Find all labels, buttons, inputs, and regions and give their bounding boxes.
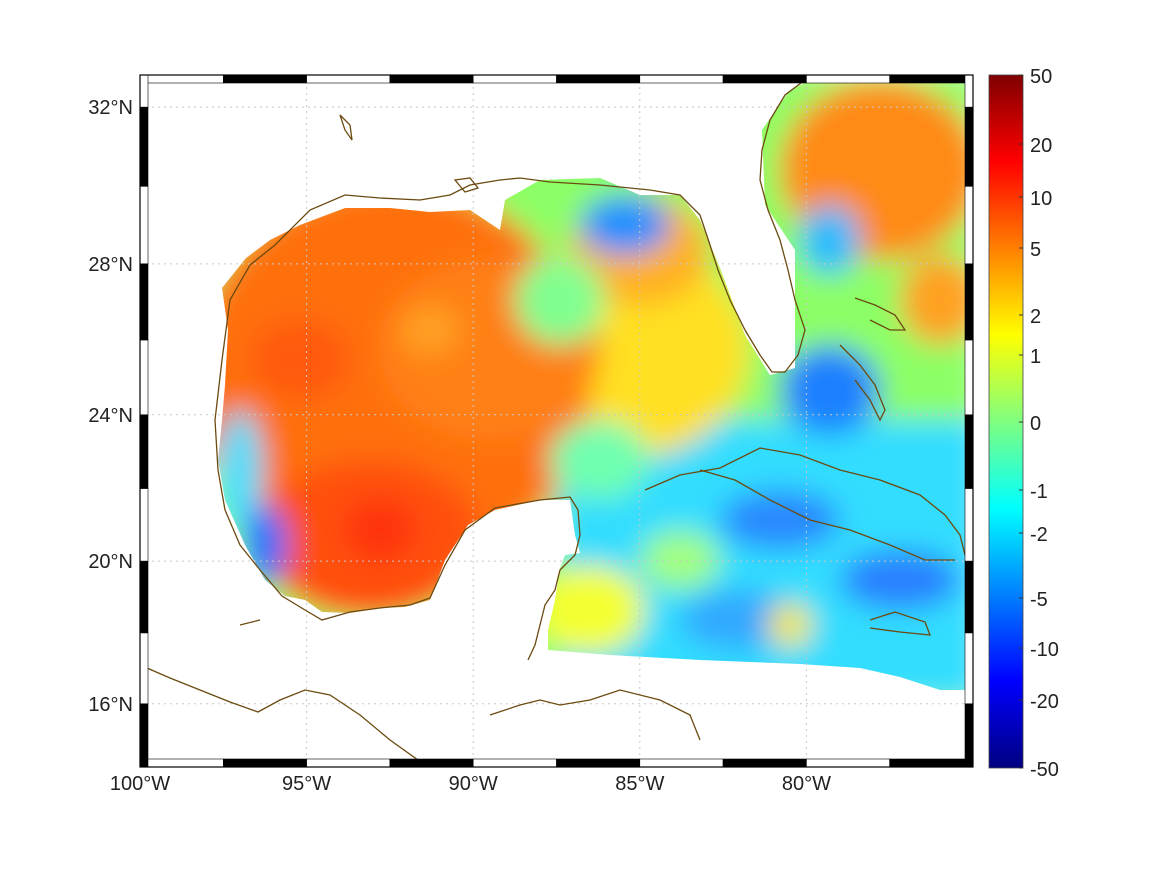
frame-segment xyxy=(964,560,974,634)
colorbar-tick-label: -50 xyxy=(1030,759,1059,781)
frame-segment xyxy=(306,74,391,84)
frame-segment xyxy=(472,74,557,84)
frame-segment xyxy=(806,758,891,768)
frame-segment xyxy=(889,74,974,84)
colorbar-tick-label: -20 xyxy=(1030,691,1059,713)
frame-segment xyxy=(139,758,224,768)
colorbar-tick-label: 2 xyxy=(1030,306,1041,328)
frame-segment xyxy=(964,632,974,705)
frame-segment xyxy=(389,758,474,768)
frame-segment xyxy=(639,74,724,84)
frame-segment xyxy=(556,758,641,768)
frame-segment xyxy=(139,185,149,265)
field-layer xyxy=(218,78,965,690)
lat-tick-label: 16°N xyxy=(88,694,133,716)
lat-tick-label: 20°N xyxy=(88,551,133,573)
lon-tick-label: 85°W xyxy=(615,773,664,795)
colorbar-tick-label: 10 xyxy=(1030,188,1052,210)
colorbar-tick-label: -2 xyxy=(1030,524,1048,546)
graticule xyxy=(140,75,973,767)
frame-segment xyxy=(306,758,391,768)
lat-tick-label: 28°N xyxy=(88,254,133,276)
frame-segment xyxy=(964,106,974,187)
lat-tick-label: 24°N xyxy=(88,405,133,427)
lon-tick-label: 80°W xyxy=(782,773,831,795)
frame-segment xyxy=(964,339,974,416)
lon-tick-label: 95°W xyxy=(282,773,331,795)
coastline xyxy=(139,74,966,766)
frame-segment xyxy=(964,703,974,768)
colorbar-tick-label: -10 xyxy=(1030,639,1059,661)
frame-segment xyxy=(964,488,974,562)
colorbar-tick-label: 0 xyxy=(1030,413,1041,435)
lon-tick-label: 100°W xyxy=(110,773,170,795)
frame-segment xyxy=(139,106,149,187)
frame-segment xyxy=(722,74,807,84)
colorbar-tick-label: 5 xyxy=(1030,239,1041,261)
frame-segment xyxy=(472,758,557,768)
frame-segment xyxy=(139,488,149,562)
lat-tick-label: 32°N xyxy=(88,97,133,119)
colorbar-gradient xyxy=(988,74,1024,769)
frame-segment xyxy=(889,758,974,768)
frame-segment xyxy=(389,74,474,84)
frame-segment xyxy=(722,758,807,768)
lat-tick-labels: 16°N 20°N 24°N 28°N 32°N xyxy=(88,97,133,716)
frame-segment xyxy=(223,758,307,768)
lon-tick-labels: 100°W 95°W 90°W 85°W 80°W xyxy=(110,773,831,795)
colorbar-tick-label: 1 xyxy=(1030,346,1041,368)
frame-segment xyxy=(139,703,149,768)
colorbar-tick-label: -5 xyxy=(1030,589,1048,611)
frame-segment xyxy=(964,74,974,108)
frame-segment xyxy=(964,263,974,341)
frame-segment xyxy=(964,414,974,489)
frame-segment xyxy=(139,632,149,705)
frame-segment xyxy=(556,74,641,84)
frame-segment xyxy=(139,263,149,341)
frame-segment xyxy=(639,758,724,768)
frame-segment xyxy=(139,414,149,489)
frame-segment xyxy=(223,74,307,84)
frame-segment xyxy=(139,560,149,634)
frame-segment xyxy=(139,74,224,84)
frame-border xyxy=(139,74,974,768)
lon-tick-label: 90°W xyxy=(449,773,498,795)
colorbar-tick-label: 50 xyxy=(1030,66,1052,88)
colorbar-tick-label: 20 xyxy=(1030,135,1052,157)
map-frame xyxy=(139,74,974,768)
frame-segment xyxy=(139,74,149,108)
frame-segment xyxy=(806,74,891,84)
frame-segment xyxy=(964,185,974,265)
colorbar-tick-label: -1 xyxy=(1030,481,1048,503)
frame-segment xyxy=(139,339,149,416)
